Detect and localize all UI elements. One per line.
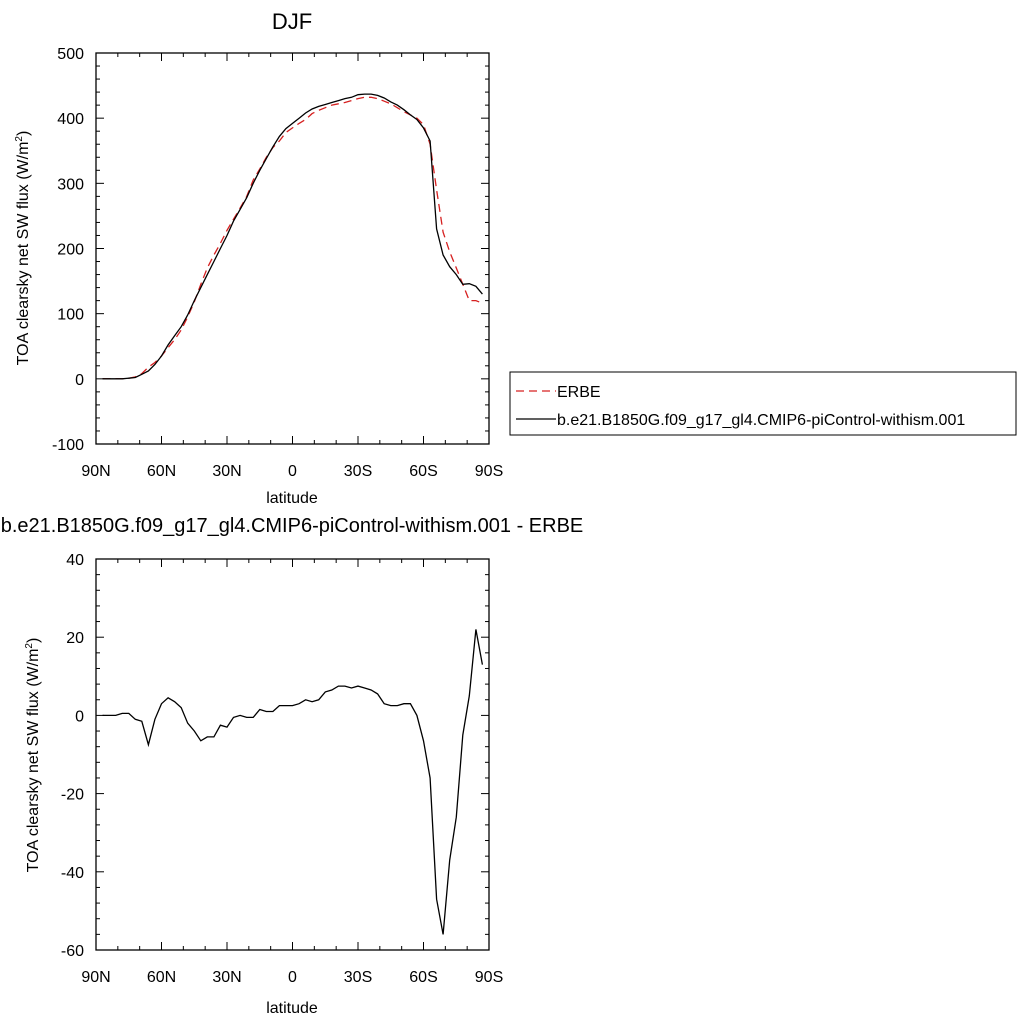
bottom-xtick-label: 90S bbox=[475, 969, 503, 986]
bottom-x-tick-labels: 90N 60N 30N 0 30S 60S 90S bbox=[81, 969, 503, 986]
top-y-axis-label-text: TOA clearsky net SW flux (W/m bbox=[15, 142, 32, 366]
bottom-y-axis-label-close: ) bbox=[25, 638, 42, 643]
top-legend: ERBE b.e21.B1850G.f09_g17_gl4.CMIP6-piCo… bbox=[509, 371, 1017, 436]
top-plot-frame bbox=[95, 52, 490, 445]
bottom-series-lines bbox=[102, 629, 484, 935]
top-xtick-label: 0 bbox=[288, 463, 297, 480]
legend-label-erbe: ERBE bbox=[557, 384, 601, 401]
bottom-y-axis-label-sup: 2 bbox=[24, 643, 35, 649]
top-chart-title: DJF bbox=[272, 9, 312, 34]
bottom-panel: b.e21.B1850G.f09_g17_gl4.CMIP6-piControl… bbox=[1, 515, 584, 1017]
top-ytick-label: 300 bbox=[57, 176, 84, 193]
top-y-axis-label-close: ) bbox=[15, 131, 32, 136]
top-y-tick-labels: -100 0 100 200 300 400 500 bbox=[52, 46, 84, 454]
bottom-ytick-label: 0 bbox=[75, 708, 84, 725]
top-series-line-0 bbox=[102, 96, 483, 380]
top-y-axis-label-sup: 2 bbox=[14, 136, 25, 142]
bottom-series-line-0 bbox=[102, 629, 484, 935]
legend-label-model: b.e21.B1850G.f09_g17_gl4.CMIP6-piControl… bbox=[557, 412, 965, 429]
bottom-ytick-label: 40 bbox=[66, 552, 84, 569]
top-xtick-label: 60S bbox=[409, 463, 437, 480]
top-xtick-label: 90N bbox=[81, 463, 110, 480]
top-xtick-label: 60N bbox=[147, 463, 176, 480]
top-ytick-label: 500 bbox=[57, 46, 84, 63]
top-panel: DJF -100 0 100 200 300 400 500 90N 60N 30N 0 30S 60… bbox=[14, 9, 1017, 507]
bottom-ytick-label: -20 bbox=[61, 787, 84, 804]
bottom-x-axis-label: latitude bbox=[266, 1000, 318, 1017]
top-ytick-label: -100 bbox=[52, 437, 84, 454]
bottom-ytick-label: 20 bbox=[66, 630, 84, 647]
bottom-y-axis-label: TOA clearsky net SW flux (W/m2) bbox=[24, 638, 42, 873]
top-series-lines bbox=[102, 93, 483, 380]
bottom-ytick-label: -60 bbox=[61, 943, 84, 960]
top-ytick-label: 100 bbox=[57, 307, 84, 324]
bottom-xtick-label: 0 bbox=[288, 969, 297, 986]
top-xtick-label: 90S bbox=[475, 463, 503, 480]
bottom-ytick-label: -40 bbox=[61, 865, 84, 882]
legend-frame bbox=[509, 371, 1017, 436]
top-xtick-label: 30N bbox=[212, 463, 241, 480]
bottom-y-tick-labels: -60 -40 -20 0 20 40 bbox=[61, 552, 84, 960]
top-x-axis-label: latitude bbox=[266, 490, 318, 507]
bottom-xtick-label: 90N bbox=[81, 969, 110, 986]
bottom-y-axis-label-text: TOA clearsky net SW flux (W/m bbox=[25, 649, 42, 873]
bottom-xtick-label: 60S bbox=[409, 969, 437, 986]
top-series-line-1 bbox=[102, 93, 483, 380]
top-x-tick-labels: 90N 60N 30N 0 30S 60S 90S bbox=[81, 463, 503, 480]
bottom-ticks bbox=[95, 558, 490, 951]
bottom-plot-frame bbox=[95, 558, 490, 951]
top-ticks bbox=[95, 52, 490, 445]
top-ytick-label: 400 bbox=[57, 111, 84, 128]
top-y-axis-label: TOA clearsky net SW flux (W/m2) bbox=[14, 131, 32, 366]
bottom-chart-title: b.e21.B1850G.f09_g17_gl4.CMIP6-piControl… bbox=[1, 515, 584, 537]
top-xtick-label: 30S bbox=[344, 463, 372, 480]
bottom-xtick-label: 30S bbox=[344, 969, 372, 986]
bottom-xtick-label: 30N bbox=[212, 969, 241, 986]
top-ytick-label: 0 bbox=[75, 372, 84, 389]
bottom-xtick-label: 60N bbox=[147, 969, 176, 986]
top-ytick-label: 200 bbox=[57, 242, 84, 259]
